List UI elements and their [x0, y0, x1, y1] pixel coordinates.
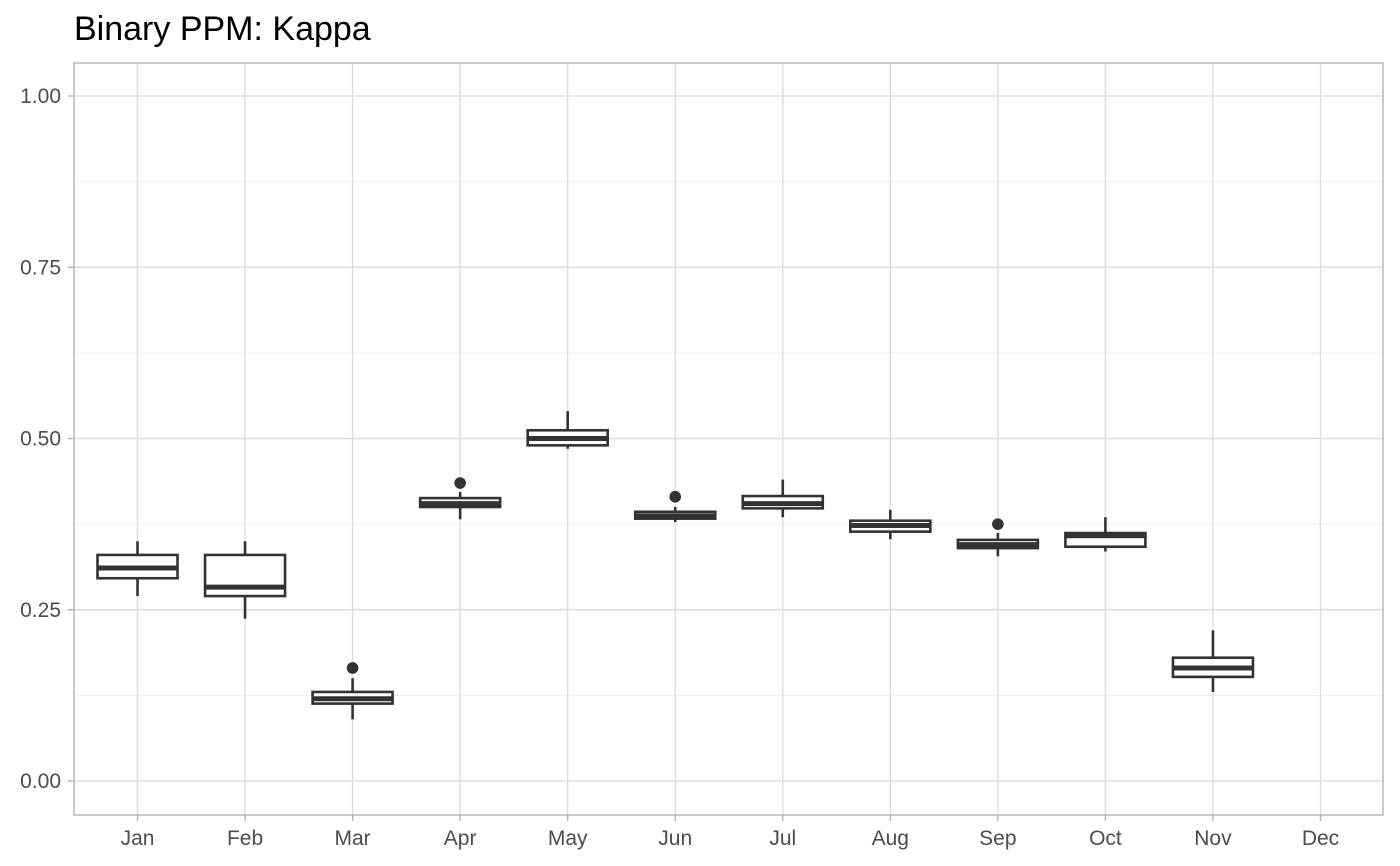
box-mar	[311, 662, 394, 720]
y-tick-label: 0.50	[20, 428, 61, 451]
x-tick-label: Aug	[872, 827, 909, 850]
box-feb	[203, 541, 287, 619]
box-oct	[1064, 517, 1147, 552]
x-tick-label: Nov	[1194, 827, 1232, 850]
chart-title: Binary PPM: Kappa	[74, 10, 371, 48]
x-tick-label: Apr	[444, 827, 477, 850]
axis-ticks	[68, 95, 1322, 821]
box-apr	[418, 477, 502, 520]
outlier-point	[669, 490, 682, 503]
outlier-point	[346, 662, 359, 674]
y-tick-label: 0.25	[20, 599, 61, 622]
x-tick-label: Feb	[227, 827, 263, 850]
box-series	[96, 411, 1255, 720]
x-tick-label: Jun	[658, 827, 692, 850]
x-tick-label: Mar	[335, 827, 371, 850]
box-jul	[741, 479, 825, 518]
box-jan	[96, 541, 179, 597]
y-tick-label: 0.75	[20, 256, 61, 279]
y-tick-label: 1.00	[20, 85, 61, 108]
box-sep	[956, 518, 1040, 557]
box-aug	[849, 509, 932, 540]
box-iqr	[203, 553, 287, 598]
x-tick-label: Oct	[1089, 827, 1122, 850]
x-tick-label: Jul	[769, 827, 796, 850]
x-tick-label: Jan	[121, 827, 155, 850]
box-nov	[1171, 630, 1255, 692]
x-tick-label: Dec	[1302, 827, 1339, 850]
y-tick-label: 0.00	[20, 770, 61, 793]
box-jun	[633, 490, 717, 523]
outlier-point	[454, 477, 466, 489]
x-tick-label: May	[548, 827, 588, 850]
y-axis-labels: 0.00 0.25 0.50 0.75 1.00	[20, 85, 61, 793]
grid-lines	[74, 63, 1383, 815]
box-may	[526, 411, 609, 449]
x-tick-label: Sep	[979, 827, 1016, 850]
outlier-point	[992, 518, 1004, 530]
x-axis-labels: Jan Feb Mar Apr May Jun Jul Aug Sep Oct Nov Dec	[121, 827, 1340, 850]
